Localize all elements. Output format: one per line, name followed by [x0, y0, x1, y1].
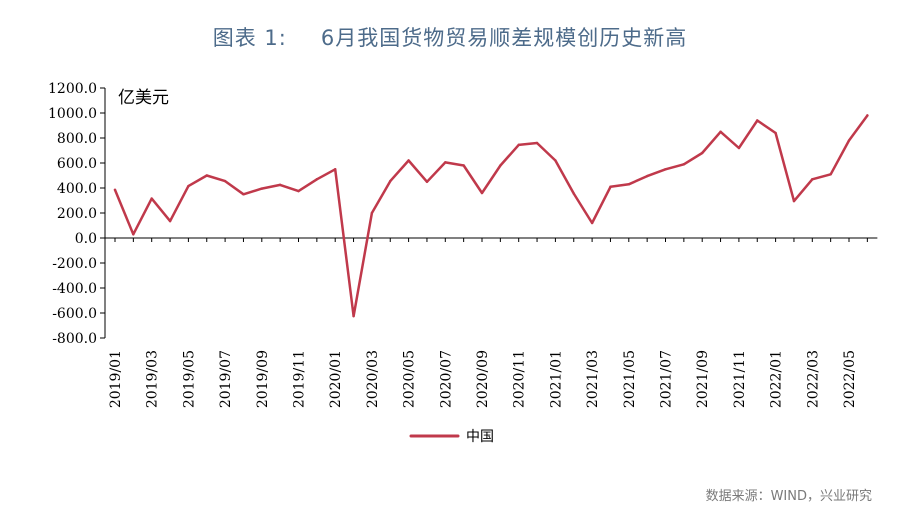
y-tick-label: -200.0	[52, 256, 97, 272]
data-point	[811, 178, 814, 181]
data-point	[278, 183, 282, 187]
x-tick-label: 2021/05	[622, 350, 638, 408]
x-tick-label: 2019/09	[255, 350, 271, 408]
y-tick-label: 200.0	[57, 206, 97, 222]
x-tick-label: 2019/05	[181, 350, 197, 408]
data-point	[352, 314, 355, 318]
y-tick-label: -600.0	[52, 306, 97, 322]
x-tick-label: 2021/01	[548, 350, 564, 408]
data-point	[499, 164, 502, 167]
data-point	[334, 168, 337, 171]
data-point	[425, 180, 429, 183]
data-point	[242, 193, 245, 196]
y-tick-label: -400.0	[52, 281, 97, 297]
x-tick-label: 2022/05	[842, 350, 858, 408]
legend: 中国	[409, 429, 494, 445]
chart-title: 图表 1: 6月我国货物贸易顺差规模创历史新高	[0, 22, 900, 52]
data-point	[260, 187, 263, 190]
y-tick-label: 800.0	[57, 131, 97, 147]
data-point	[389, 179, 392, 183]
data-point	[701, 151, 704, 155]
y-tick-label: 1000.0	[48, 106, 97, 122]
x-tick-label: 2021/11	[732, 350, 748, 408]
x-tick-label: 2022/01	[769, 350, 785, 408]
x-tick-label: 2021/09	[695, 350, 711, 408]
y-axis: -800.0 -600.0 -400.0 -200.0 0.0 200.0 400.0 600…	[48, 81, 106, 347]
x-tick-label: 2019/07	[218, 350, 234, 408]
chart-title-text: 6月我国货物贸易顺差规模创历史新高	[320, 26, 688, 50]
data-point	[682, 163, 686, 166]
x-tick-label: 2019/11	[292, 350, 308, 408]
data-point	[554, 159, 557, 162]
x-tick-label: 2019/01	[108, 350, 124, 408]
data-point	[829, 173, 832, 176]
data-point	[168, 219, 172, 223]
y-tick-label: -800.0	[52, 331, 97, 347]
series-group	[113, 114, 869, 318]
data-point	[407, 159, 410, 162]
y-tick-label: 1200.0	[48, 81, 97, 97]
data-point	[223, 179, 227, 183]
x-tick-label: 2021/07	[659, 350, 675, 408]
x-tick-label: 2020/05	[402, 350, 418, 408]
x-tick-label: 2022/03	[805, 350, 821, 408]
x-tick-label: 2020/09	[475, 350, 491, 408]
data-point	[664, 168, 667, 171]
unit-label: 亿美元	[118, 88, 169, 108]
chart-title-label: 图表 1:	[212, 26, 287, 50]
data-point	[480, 191, 484, 195]
data-point	[187, 184, 190, 188]
data-point	[609, 185, 612, 188]
data-point	[590, 221, 594, 225]
x-tick-label: 2020/01	[328, 350, 344, 408]
data-point	[444, 161, 447, 164]
data-point	[866, 114, 869, 117]
y-tick-label: 600.0	[57, 156, 97, 172]
data-point	[297, 189, 300, 193]
data-point	[370, 211, 374, 215]
source-note: 数据来源：WIND，兴业研究	[705, 489, 872, 504]
x-tick-label: 2020/03	[365, 350, 381, 408]
x-tick-label: 2020/07	[438, 350, 454, 408]
x-tick-label: 2019/03	[145, 350, 161, 408]
data-point	[774, 131, 777, 135]
data-point	[645, 174, 649, 178]
data-point	[756, 119, 759, 122]
data-point	[113, 188, 117, 192]
x-tick-label: 2020/11	[512, 350, 528, 408]
data-point	[737, 146, 741, 150]
legend-label: 中国	[466, 429, 494, 445]
data-point	[627, 183, 630, 186]
data-point	[719, 130, 722, 133]
data-point	[132, 233, 135, 236]
x-axis: 2019/01 2019/03 2019/05 2019/07 2019/09 2019/…	[105, 237, 878, 408]
y-tick-label: 0.0	[75, 231, 97, 247]
data-point	[572, 192, 575, 195]
series-line	[113, 114, 869, 318]
data-point	[205, 174, 208, 177]
data-point	[535, 141, 539, 145]
data-point	[315, 178, 319, 181]
data-point	[150, 197, 153, 200]
data-point	[517, 143, 520, 147]
data-point	[462, 164, 465, 167]
data-point	[847, 139, 851, 142]
data-point	[792, 199, 796, 203]
y-tick-label: 400.0	[57, 181, 97, 197]
x-tick-label: 2021/03	[585, 350, 601, 408]
